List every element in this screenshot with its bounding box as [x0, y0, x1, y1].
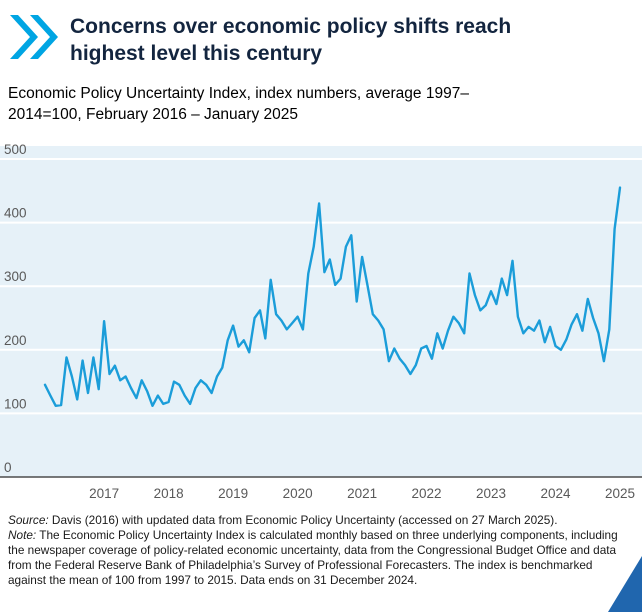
x-tick-label: 2022 — [411, 486, 441, 501]
page-title-line2: highest level this century — [70, 42, 323, 65]
source-note: Source: Davis (2016) with updated data f… — [8, 513, 628, 528]
page-title-line1: Concerns over economic policy shifts rea… — [70, 15, 512, 38]
page-title: Concerns over economic policy shifts rea… — [70, 13, 511, 67]
chart-subtitle-line1: Economic Policy Uncertainty Index, index… — [8, 85, 469, 102]
chart-subtitle-line2: 2014=100, February 2016 – January 2025 — [8, 106, 298, 123]
note-label: Note: — [8, 528, 37, 542]
y-tick-label: 100 — [4, 396, 27, 411]
epu-line-chart: 0 100 200 300 400 500 2017 2018 2019 2020 2021 2022… — [0, 142, 642, 501]
x-tick-label: 2025 — [605, 486, 635, 501]
x-tick-label: 2018 — [154, 486, 184, 501]
y-tick-label: 300 — [4, 269, 27, 284]
y-tick-label: 0 — [4, 460, 12, 475]
epu-series-line — [43, 186, 622, 407]
plot-background — [0, 146, 642, 477]
x-tick-label: 2017 — [89, 486, 119, 501]
x-tick-label: 2021 — [347, 486, 377, 501]
note-text: The Economic Policy Uncertainty Index is… — [8, 528, 618, 587]
x-tick-label: 2019 — [218, 486, 248, 501]
x-tick-label: 2020 — [283, 486, 313, 501]
footnotes: Source: Davis (2016) with updated data f… — [8, 513, 628, 588]
source-label: Source: — [8, 513, 49, 527]
y-tick-label: 200 — [4, 333, 27, 348]
x-tick-label: 2023 — [476, 486, 506, 501]
chart-header: Concerns over economic policy shifts rea… — [0, 0, 642, 67]
methodology-note: Note: The Economic Policy Uncertainty In… — [8, 528, 628, 588]
chart-subtitle: Economic Policy Uncertainty Index, index… — [8, 83, 642, 125]
y-tick-label: 500 — [4, 142, 27, 157]
double-chevron-icon — [8, 14, 60, 60]
y-tick-label: 400 — [4, 206, 27, 221]
source-text: Davis (2016) with updated data from Econ… — [48, 513, 558, 527]
x-tick-label: 2024 — [540, 486, 571, 501]
